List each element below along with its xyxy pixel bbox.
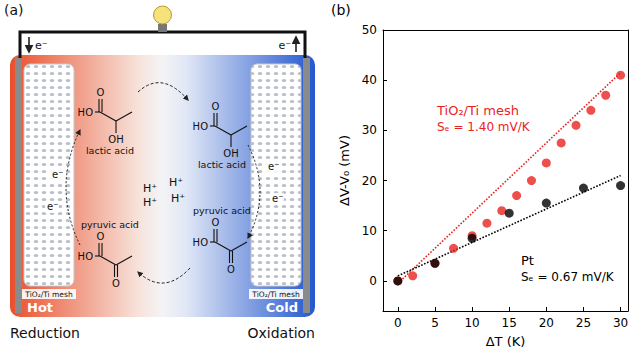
svg-text:e⁻: e⁻ — [278, 39, 291, 52]
svg-text:O: O — [97, 87, 105, 98]
svg-text:ΔV-V₀ (mV): ΔV-V₀ (mV) — [337, 135, 352, 206]
svg-text:Pt: Pt — [521, 253, 534, 268]
svg-text:HO: HO — [78, 107, 94, 118]
svg-text:0: 0 — [394, 316, 402, 330]
svg-text:H⁺: H⁺ — [143, 196, 157, 209]
svg-text:20: 20 — [539, 316, 554, 330]
svg-text:O: O — [212, 101, 220, 112]
svg-text:30: 30 — [613, 316, 628, 330]
svg-text:15: 15 — [502, 316, 517, 330]
svg-text:H⁺: H⁺ — [143, 182, 157, 195]
svg-text:ΔT (K): ΔT (K) — [486, 334, 526, 349]
svg-text:Reduction: Reduction — [10, 325, 80, 341]
svg-text:pyruvic acid: pyruvic acid — [81, 219, 139, 230]
svg-text:e⁻: e⁻ — [35, 39, 48, 52]
svg-text:HO: HO — [193, 121, 209, 132]
svg-text:10: 10 — [362, 224, 377, 238]
svg-text:Sₑ = 0.67 mV/K: Sₑ = 0.67 mV/K — [521, 270, 615, 284]
svg-text:50: 50 — [362, 23, 377, 37]
svg-text:O: O — [227, 264, 235, 275]
svg-text:40: 40 — [362, 73, 377, 87]
svg-text:HO: HO — [193, 237, 209, 248]
svg-text:Sₑ = 1.40 mV/K: Sₑ = 1.40 mV/K — [437, 120, 531, 134]
svg-text:OH: OH — [108, 134, 123, 145]
svg-text:e⁻: e⁻ — [52, 169, 63, 180]
svg-text:25: 25 — [576, 316, 591, 330]
svg-text:30: 30 — [362, 123, 377, 137]
svg-text:(b): (b) — [331, 2, 351, 18]
svg-text:e⁻: e⁻ — [272, 193, 283, 204]
svg-text:H⁺: H⁺ — [169, 176, 183, 189]
svg-text:Oxidation: Oxidation — [248, 325, 315, 341]
svg-text:O: O — [212, 217, 220, 228]
svg-text:O: O — [112, 278, 120, 289]
svg-text:TiO₂/Ti mesh: TiO₂/Ti mesh — [251, 290, 300, 299]
svg-text:10: 10 — [464, 316, 479, 330]
svg-text:Cold: Cold — [266, 300, 298, 315]
svg-text:(a): (a) — [4, 2, 24, 18]
svg-text:TiO₂/Ti mesh: TiO₂/Ti mesh — [24, 290, 73, 299]
svg-text:pyruvic acid: pyruvic acid — [193, 205, 251, 216]
svg-text:0: 0 — [369, 274, 377, 288]
svg-text:O: O — [97, 231, 105, 242]
svg-text:OH: OH — [223, 148, 238, 159]
svg-text:lactic acid: lactic acid — [198, 159, 246, 170]
svg-text:H⁺: H⁺ — [171, 192, 185, 205]
svg-text:lactic acid: lactic acid — [86, 145, 134, 156]
svg-text:20: 20 — [362, 174, 377, 188]
svg-text:TiO₂/Ti mesh: TiO₂/Ti mesh — [436, 103, 519, 118]
svg-text:HO: HO — [78, 251, 94, 262]
svg-text:5: 5 — [431, 316, 439, 330]
svg-text:e⁻: e⁻ — [268, 161, 279, 172]
svg-text:e⁻: e⁻ — [47, 201, 58, 212]
svg-text:Hot: Hot — [27, 300, 53, 315]
